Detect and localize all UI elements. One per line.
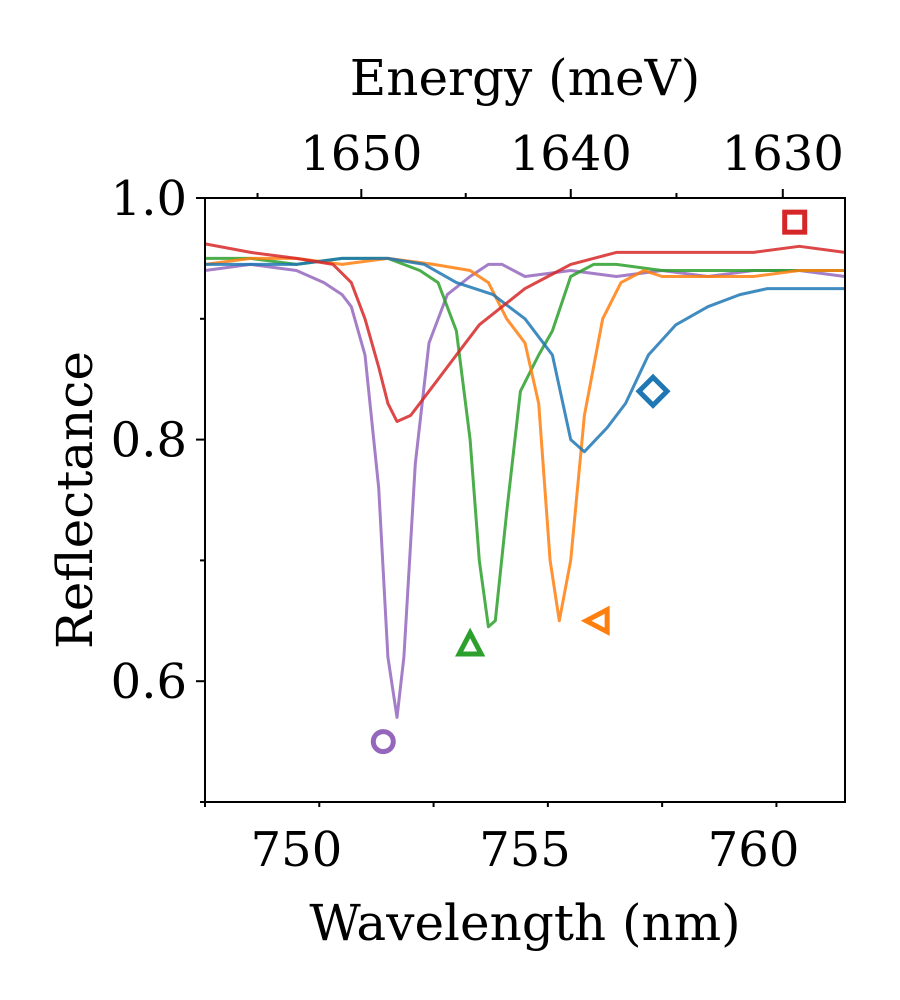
x-tick-label: 755: [479, 822, 571, 878]
top-tick-label: 1640: [510, 126, 632, 182]
series-line-triangle-up: [205, 256, 845, 629]
marker-diamond: [635, 373, 671, 409]
marker-triangle-up: [455, 627, 486, 657]
series-line-circle: [205, 262, 845, 719]
series-line-square: [205, 242, 845, 423]
y-axis-title: Reflectance: [46, 351, 104, 649]
top-tick-label: 1630: [722, 126, 844, 182]
top-tick-label: 1650: [300, 126, 422, 182]
marker-circle: [370, 729, 396, 755]
y-tick-label: 0.8: [111, 413, 187, 469]
top-axis-title: Energy (meV): [350, 49, 700, 107]
series-line-triangle-left: [205, 256, 845, 623]
marker-triangle-left: [580, 605, 610, 636]
x-tick-label: 760: [708, 822, 800, 878]
marker-square: [782, 209, 808, 235]
y-tick-label: 1.0: [111, 171, 187, 227]
series-line-diamond: [205, 256, 845, 454]
x-tick-label: 750: [251, 822, 343, 878]
y-tick-label: 0.6: [111, 654, 187, 710]
plot-frame: [204, 197, 846, 803]
x-axis-title: Wavelength (nm): [309, 894, 740, 952]
